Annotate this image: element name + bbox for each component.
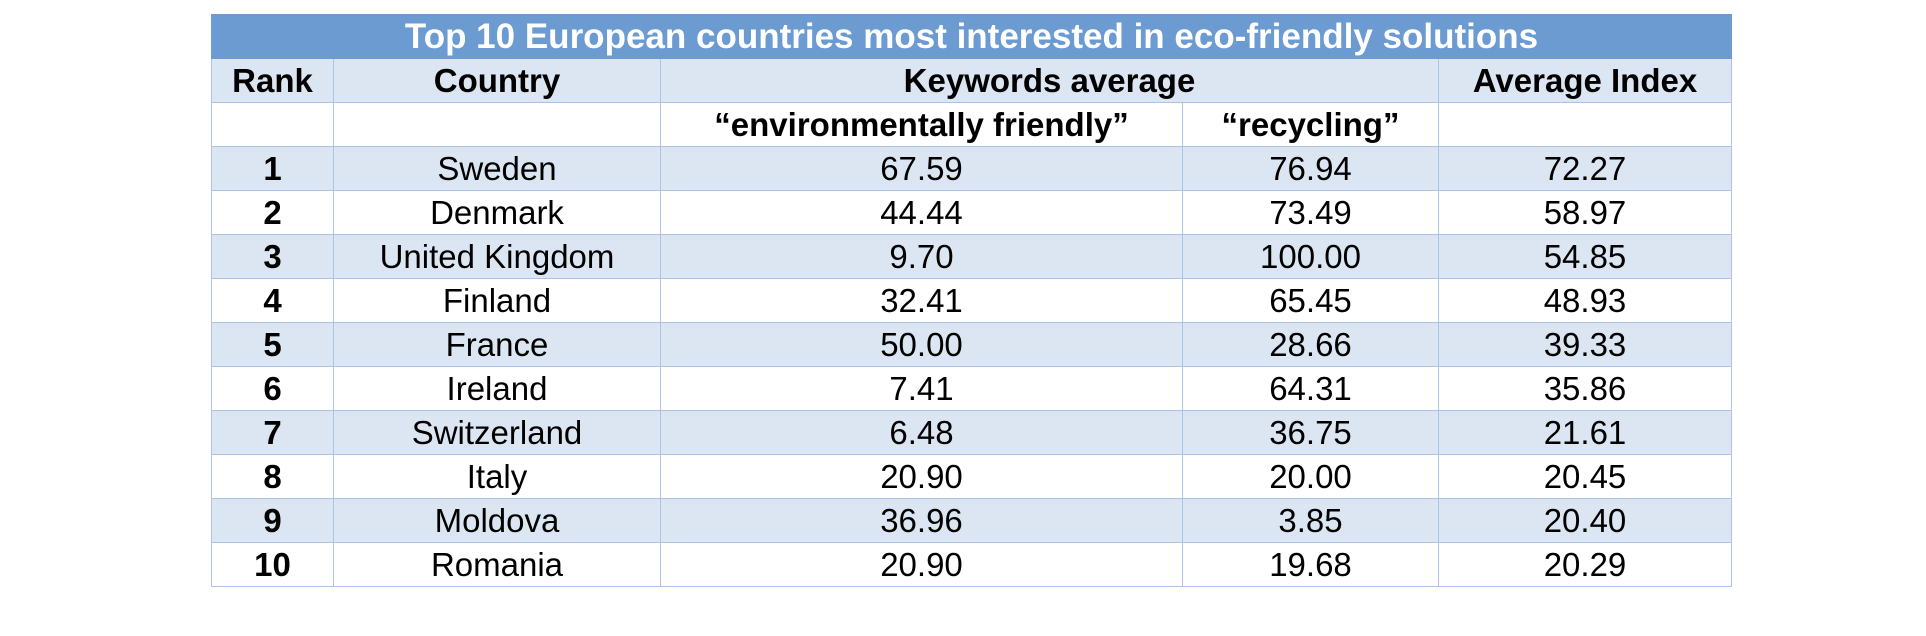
cell-environmentally-friendly: 20.90 — [660, 454, 1183, 499]
table-row: 5 France 50.00 28.66 39.33 — [211, 322, 1733, 367]
table-row: 8 Italy 20.90 20.00 20.45 — [211, 454, 1733, 499]
cell-country: Denmark — [333, 190, 661, 235]
cell-country: Finland — [333, 278, 661, 323]
cell-country: Moldova — [333, 498, 661, 543]
cell-average-index: 35.86 — [1437, 366, 1733, 411]
subheader-empty-index — [1437, 102, 1733, 147]
cell-rank: 2 — [211, 190, 334, 235]
cell-country: France — [333, 322, 661, 367]
table-body: 1 Sweden 67.59 76.94 72.27 2 Denmark 44.44 73.49… — [211, 146, 1733, 587]
table-row: 9 Moldova 36.96 3.85 20.40 — [211, 498, 1733, 543]
cell-country: Romania — [333, 542, 661, 587]
table-row: 6 Ireland 7.41 64.31 35.86 — [211, 366, 1733, 411]
subheader-recycling: “recycling” — [1182, 102, 1439, 147]
cell-rank: 6 — [211, 366, 334, 411]
cell-rank: 5 — [211, 322, 334, 367]
cell-average-index: 39.33 — [1437, 322, 1733, 367]
cell-recycling: 19.68 — [1182, 542, 1439, 587]
cell-recycling: 73.49 — [1182, 190, 1439, 235]
header-country: Country — [333, 58, 661, 103]
cell-average-index: 21.61 — [1437, 410, 1733, 455]
cell-country: Ireland — [333, 366, 661, 411]
cell-country: Switzerland — [333, 410, 661, 455]
table-row: 1 Sweden 67.59 76.94 72.27 — [211, 146, 1733, 191]
cell-average-index: 20.40 — [1437, 498, 1733, 543]
cell-environmentally-friendly: 67.59 — [660, 146, 1183, 191]
cell-rank: 3 — [211, 234, 334, 279]
cell-average-index: 20.29 — [1437, 542, 1733, 587]
cell-country: United Kingdom — [333, 234, 661, 279]
table-row: 2 Denmark 44.44 73.49 58.97 — [211, 190, 1733, 235]
cell-rank: 10 — [211, 542, 334, 587]
cell-recycling: 20.00 — [1182, 454, 1439, 499]
header-keywords-average: Keywords average — [660, 58, 1439, 103]
cell-country: Sweden — [333, 146, 661, 191]
table-row: 10 Romania 20.90 19.68 20.29 — [211, 542, 1733, 587]
cell-recycling: 28.66 — [1182, 322, 1439, 367]
cell-rank: 7 — [211, 410, 334, 455]
cell-average-index: 54.85 — [1437, 234, 1733, 279]
subheader-empty-rank — [211, 102, 334, 147]
subheader-row: “environmentally friendly” “recycling” — [211, 102, 1733, 147]
cell-average-index: 48.93 — [1437, 278, 1733, 323]
subheader-empty-country — [333, 102, 661, 147]
cell-environmentally-friendly: 6.48 — [660, 410, 1183, 455]
table-row: 7 Switzerland 6.48 36.75 21.61 — [211, 410, 1733, 455]
eco-friendly-table: Top 10 European countries most intereste… — [210, 14, 1733, 587]
cell-average-index: 20.45 — [1437, 454, 1733, 499]
cell-rank: 8 — [211, 454, 334, 499]
cell-recycling: 65.45 — [1182, 278, 1439, 323]
cell-recycling: 3.85 — [1182, 498, 1439, 543]
cell-environmentally-friendly: 32.41 — [660, 278, 1183, 323]
cell-environmentally-friendly: 7.41 — [660, 366, 1183, 411]
cell-environmentally-friendly: 44.44 — [660, 190, 1183, 235]
cell-recycling: 100.00 — [1182, 234, 1439, 279]
cell-environmentally-friendly: 20.90 — [660, 542, 1183, 587]
table-row: 4 Finland 32.41 65.45 48.93 — [211, 278, 1733, 323]
header-row: Rank Country Keywords average Average In… — [211, 58, 1733, 103]
cell-environmentally-friendly: 36.96 — [660, 498, 1183, 543]
cell-rank: 4 — [211, 278, 334, 323]
cell-average-index: 72.27 — [1437, 146, 1733, 191]
header-average-index: Average Index — [1437, 58, 1733, 103]
cell-recycling: 36.75 — [1182, 410, 1439, 455]
cell-recycling: 76.94 — [1182, 146, 1439, 191]
cell-environmentally-friendly: 50.00 — [660, 322, 1183, 367]
table-title: Top 10 European countries most intereste… — [210, 14, 1733, 59]
cell-rank: 9 — [211, 498, 334, 543]
cell-environmentally-friendly: 9.70 — [660, 234, 1183, 279]
header-rank: Rank — [211, 58, 334, 103]
cell-recycling: 64.31 — [1182, 366, 1439, 411]
title-row: Top 10 European countries most intereste… — [210, 14, 1733, 59]
subheader-environmentally-friendly: “environmentally friendly” — [660, 102, 1183, 147]
cell-country: Italy — [333, 454, 661, 499]
cell-average-index: 58.97 — [1437, 190, 1733, 235]
cell-rank: 1 — [211, 146, 334, 191]
table-row: 3 United Kingdom 9.70 100.00 54.85 — [211, 234, 1733, 279]
